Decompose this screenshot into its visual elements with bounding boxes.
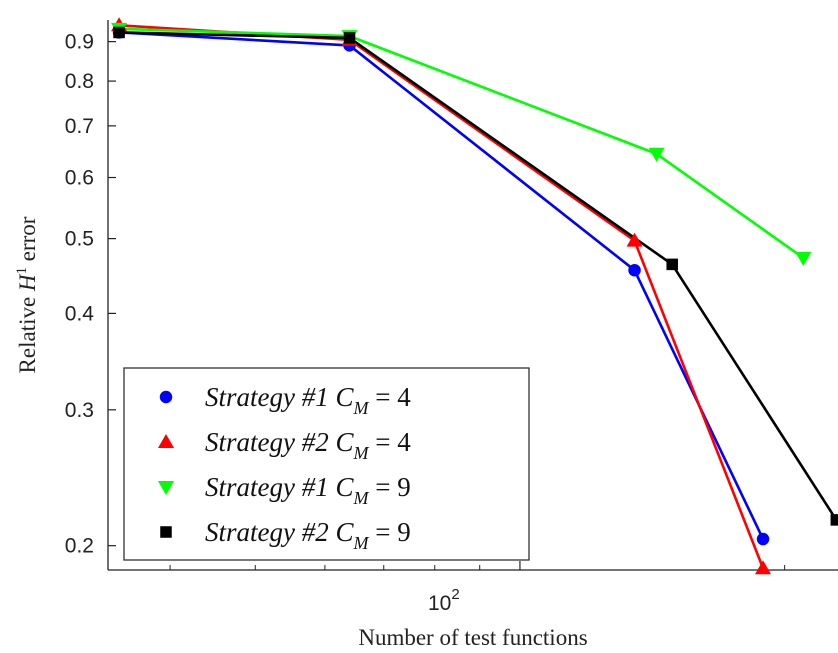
axes-frame <box>107 20 838 571</box>
legend-label-sub: M <box>353 533 370 553</box>
data-point <box>628 263 641 277</box>
x-tick-base: 10 <box>428 592 451 615</box>
y-axis-title-suffix: error <box>15 216 40 267</box>
legend-marker <box>160 526 172 538</box>
y-tick-labels: 0.2 0.3 0.4 0.5 0.6 0.7 0.8 0.9 <box>65 31 95 558</box>
legend-label-var: C <box>335 472 354 502</box>
y-axis-title: Relative H1 error <box>14 216 40 373</box>
legend-label-sub: M <box>353 443 370 463</box>
series-line-3 <box>119 27 805 259</box>
data-point <box>755 560 772 575</box>
y-tick-label: 0.6 <box>65 167 94 190</box>
y-axis-title-prefix: Relative <box>15 291 40 373</box>
legend-label: Strategy #1 CM = 9 <box>205 472 411 508</box>
legend-label-eq: = 9 <box>369 472 411 502</box>
ticks <box>108 41 786 570</box>
legend-label-var: C <box>335 382 354 412</box>
x-tick-label: 102 <box>428 586 460 615</box>
legend-marker <box>158 434 174 448</box>
data-point <box>830 514 838 526</box>
y-tick-label: 0.5 <box>65 228 94 251</box>
legend-label-main: Strategy #1 <box>205 382 335 412</box>
y-tick-label: 0.7 <box>65 115 94 138</box>
y-tick-label: 0.9 <box>65 31 94 54</box>
legend-label-main: Strategy #2 <box>205 427 335 457</box>
legend-label-sub: M <box>353 488 370 508</box>
x-axis-title: Number of test functions <box>358 625 587 650</box>
y-tick-label: 0.8 <box>65 70 94 93</box>
data-point <box>648 147 665 162</box>
legend-label-main: Strategy #1 <box>205 472 335 502</box>
series-markers <box>111 17 838 575</box>
y-tick-label: 0.3 <box>65 399 94 422</box>
data-point <box>756 532 770 546</box>
y-axis-title-var: H <box>15 273 40 292</box>
legend-label-sub: M <box>353 398 370 418</box>
legend-box <box>123 367 530 561</box>
data-point <box>113 26 125 39</box>
data-point <box>343 32 356 44</box>
legend-label-eq: = 4 <box>369 427 412 457</box>
y-axis-title-sup: 1 <box>14 267 30 275</box>
legend-label-var: C <box>335 517 354 547</box>
y-tick-label: 0.4 <box>65 302 95 325</box>
legend-label-eq: = 4 <box>369 382 412 412</box>
legend-label: Strategy #2 CM = 4 <box>205 427 411 463</box>
legend-label-eq: = 9 <box>369 517 411 547</box>
series-line-4 <box>119 31 838 521</box>
series-lines <box>119 24 838 569</box>
legend-marker <box>159 390 173 404</box>
legend-label: Strategy #1 CM = 4 <box>205 382 411 418</box>
data-point <box>666 258 678 271</box>
legend-label-main: Strategy #2 <box>205 517 335 547</box>
data-point <box>795 251 812 266</box>
x-tick-exp: 2 <box>451 586 459 603</box>
y-tick-label: 0.2 <box>65 535 94 558</box>
legend-marker <box>158 481 174 495</box>
legend-label-var: C <box>335 427 354 457</box>
legend-label: Strategy #2 CM = 9 <box>205 517 411 553</box>
data-point <box>626 232 643 247</box>
